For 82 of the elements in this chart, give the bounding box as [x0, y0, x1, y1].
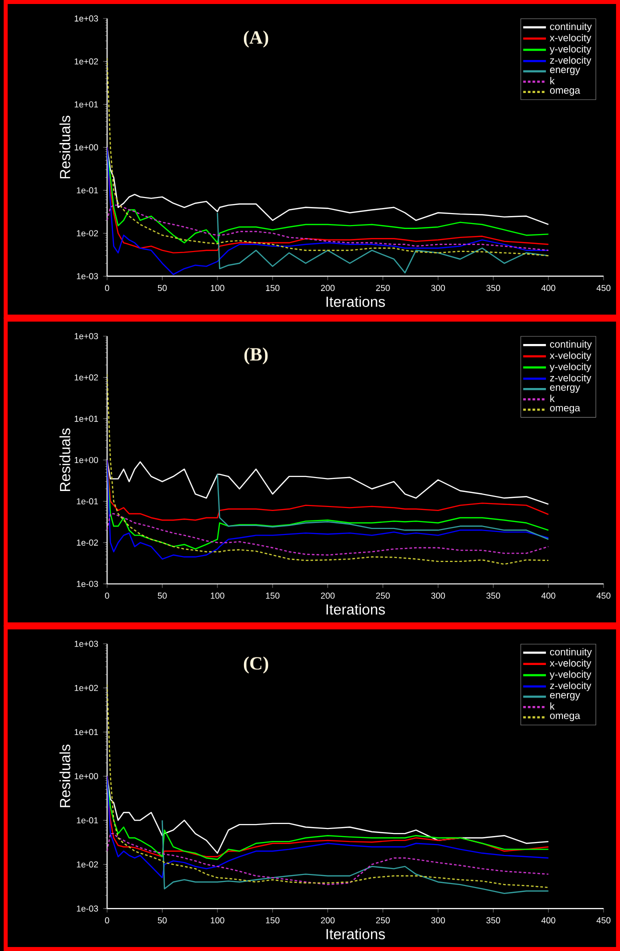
legend-label: energy [550, 693, 580, 700]
legend-label: y-velocity [550, 362, 592, 372]
x-tick-label: 350 [486, 284, 500, 292]
x-tick-label: 100 [210, 917, 224, 924]
x-tick-label: 150 [266, 592, 280, 599]
x-tick-label: 200 [320, 917, 335, 924]
x-axis-title: Iterations [326, 296, 385, 307]
text: (C) [244, 656, 268, 674]
x-axis-title: Iterations [326, 604, 385, 615]
y-tick-label: 1e+03 [74, 15, 98, 22]
x-tick-label: 100 [210, 284, 224, 292]
y-tick-label: 1e+02 [74, 684, 98, 691]
legend-label: continuity [550, 648, 592, 658]
legend-label: continuity [550, 22, 592, 32]
y-tick-label: 1e-03 [76, 273, 98, 280]
x-tick-label: 450 [596, 592, 610, 599]
y-axis-title: Residuals [59, 428, 70, 491]
x-tick-label: 350 [486, 917, 500, 924]
x-tick-label: 450 [596, 917, 610, 924]
y-tick-label: 1e+03 [74, 333, 98, 340]
x-tick-label: 400 [541, 592, 556, 599]
x-tick-label: 50 [158, 284, 167, 292]
y-axis-title: Residuals [59, 116, 70, 178]
y-tick-label: 1e-02 [76, 861, 98, 868]
y-tick-label: 1e-01 [76, 817, 98, 824]
text: (A) [244, 30, 268, 48]
y-tick-label: 1e+00 [74, 144, 98, 150]
legend-label: z-velocity [550, 374, 592, 384]
legend-label: omega [550, 406, 580, 414]
x-tick-label: 300 [431, 284, 445, 292]
y-tick-label: 1e+00 [74, 456, 98, 464]
legend-label: omega [550, 88, 580, 96]
text: (B) [244, 347, 268, 364]
y-tick-label: 1e+00 [74, 773, 98, 780]
y-tick-label: 1e+03 [74, 640, 98, 647]
y-axis-title: Residuals [59, 744, 70, 808]
x-tick-label: 0 [105, 284, 110, 292]
y-tick-label: 1e-02 [76, 230, 98, 236]
legend-label: y-velocity [550, 45, 592, 55]
legend-label: x-velocity [550, 352, 592, 361]
x-tick-label: 150 [266, 917, 280, 924]
y-tick-label: 1e+02 [74, 374, 98, 380]
x-tick-label: 400 [541, 284, 556, 292]
x-tick-label: 350 [486, 592, 500, 599]
legend-label: energy [550, 68, 580, 76]
legend-label: x-velocity [550, 659, 592, 669]
x-tick-label: 0 [105, 917, 110, 924]
y-tick-label: 1e+01 [74, 729, 98, 736]
legend-label: x-velocity [550, 34, 592, 44]
y-tick-label: 1e-03 [76, 905, 98, 912]
x-tick-label: 200 [320, 592, 335, 599]
y-tick-label: 1e-01 [76, 187, 98, 194]
x-tick-label: 0 [105, 592, 110, 599]
x-tick-label: 250 [376, 592, 390, 599]
x-tick-label: 300 [431, 917, 445, 924]
y-tick-label: 1e+02 [74, 58, 98, 64]
legend-label: continuity [550, 340, 592, 350]
legend-label: z-velocity [550, 682, 592, 692]
legend-label: k [550, 77, 555, 84]
x-tick-label: 250 [376, 284, 390, 292]
y-tick-label: 1e+01 [74, 101, 98, 108]
y-tick-label: 1e-03 [76, 580, 98, 587]
x-tick-label: 450 [596, 284, 610, 292]
x-tick-label: 400 [541, 917, 556, 924]
x-tick-label: 50 [158, 592, 167, 599]
line-series [107, 832, 549, 886]
x-tick-label: 300 [431, 592, 445, 599]
y-tick-label: 1e-01 [76, 498, 98, 504]
x-tick-label: 250 [376, 917, 390, 924]
x-axis-title: Iterations [326, 928, 385, 940]
y-tick-label: 1e-02 [76, 540, 98, 546]
legend-label: k [550, 702, 555, 710]
x-tick-label: 50 [158, 917, 167, 924]
x-tick-label: 200 [320, 284, 335, 292]
x-tick-label: 100 [210, 592, 224, 599]
x-tick-label: 150 [266, 284, 280, 292]
legend-label: y-velocity [550, 670, 592, 680]
legend-label: energy [550, 385, 580, 393]
y-tick-label: 1e+01 [74, 416, 98, 422]
legend-label: z-velocity [550, 56, 592, 66]
legend-label: k [550, 394, 555, 402]
legend-label: omega [550, 714, 580, 722]
